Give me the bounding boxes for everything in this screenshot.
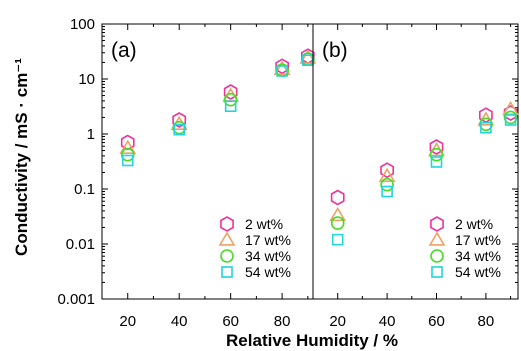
legend-marker [218,231,236,246]
data-point [329,206,347,222]
x-tick-label: 40 [379,313,396,330]
legend-entry: 34 wt% [245,248,291,264]
data-point [273,60,291,76]
data-point [120,147,135,162]
legend-marker [430,249,444,263]
legend-entry: 34 wt% [455,248,501,264]
legend: 2 wt%17 wt%34 wt%54 wt% [218,216,291,280]
data-point [173,123,185,136]
data-point [380,162,395,179]
data-point [480,121,492,134]
y-tick-label: 10 [78,71,95,88]
x-tick-label: 20 [119,313,136,330]
legend-entry: 17 wt% [455,232,501,248]
panel-label: (b) [322,39,348,62]
x-tick-label: 60 [428,313,445,330]
series-54-wt- [121,54,314,167]
legend-marker [221,266,233,278]
data-point [331,233,344,246]
data-point [121,154,134,167]
panel-label: (a) [111,39,137,62]
data-point [504,114,517,126]
plot-frame [312,23,519,300]
data-point [172,112,187,128]
data-point [223,92,238,107]
data-point [119,139,137,154]
data-point [479,117,493,132]
y-tick-label: 0.001 [57,291,95,308]
legend-marker [428,231,446,246]
x-tick-label: 40 [171,313,188,330]
y-tick-label: 0.01 [66,236,95,253]
data-point [429,139,444,155]
x-tick-label: 80 [478,313,495,330]
data-point [378,167,396,183]
panel-a: 20 40 60 80 0.001 0.01 0.1 1 10 100 (a) 2 wt%17 wt%… [57,16,317,330]
legend: 2 wt%17 wt%34 wt%54 wt% [428,216,501,280]
legend-marker [220,249,234,263]
panel-b: 20 40 60 80 (b) 2 wt%17 wt%34 wt%54 wt% [312,23,519,330]
legend-marker [220,216,234,232]
data-point [223,84,238,100]
data-point [330,189,345,206]
data-point [380,177,394,192]
data-point [503,110,518,125]
legend-marker [431,266,443,278]
data-point [330,216,345,230]
y-axis-label: Conductivity / mS · cm⁻¹ [12,58,31,256]
y-tick-label: 0.1 [74,181,95,198]
data-point [224,100,237,113]
series-34-wt- [330,110,518,230]
x-tick-label: 20 [329,313,346,330]
series-34-wt- [120,52,315,162]
data-point [381,185,393,198]
legend-entry: 54 wt% [455,264,501,280]
legend-entry: 2 wt% [245,216,283,232]
legend-marker [430,216,444,232]
x-axis-label: Relative Humidity / % [226,331,398,350]
y-tick-label: 100 [70,16,95,33]
data-point [430,156,443,168]
data-point [429,147,444,162]
data-point [503,105,518,122]
x-tick-label: 60 [222,313,239,330]
x-tick-label: 80 [274,313,291,330]
data-point [275,58,290,75]
data-point [172,120,186,135]
y-tick-label: 1 [87,126,95,143]
series-54-wt- [331,114,517,246]
legend-entry: 54 wt% [245,264,291,280]
data-point [276,65,288,77]
legend-entry: 17 wt% [245,232,291,248]
data-point [299,49,317,64]
legend-entry: 2 wt% [455,216,493,232]
series-2-wt- [330,105,518,206]
